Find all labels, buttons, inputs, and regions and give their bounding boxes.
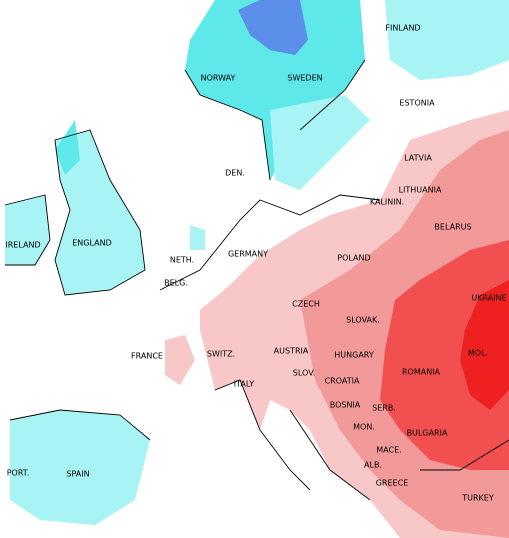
cold-area [185, 0, 365, 180]
country-label: BOSNIA [330, 401, 361, 410]
country-label: MACE. [376, 446, 401, 455]
country-label: AUSTRIA [274, 347, 309, 356]
country-label: ITALY [234, 380, 254, 389]
country-label: LATVIA [404, 154, 432, 163]
hot-area [380, 240, 509, 470]
country-label: SWEDEN [287, 74, 322, 83]
country-label: BELARUS [434, 223, 471, 232]
country-label: POLAND [337, 254, 370, 263]
country-label: DEN. [225, 169, 245, 178]
country-label: PORT. [7, 469, 30, 478]
country-label: ROMANIA [402, 368, 441, 377]
cool-area [55, 130, 145, 295]
country-label: ALB. [364, 461, 382, 470]
country-label: SERB. [372, 404, 396, 413]
country-label: GREECE [376, 479, 409, 488]
country-label: CROATIA [325, 377, 360, 386]
cool-area [270, 95, 370, 190]
cold-core [238, 0, 308, 55]
country-label: IRELAND [5, 241, 40, 250]
country-label: UKRAINE [471, 294, 506, 303]
labels: FINLAND NORWAY SWEDEN ESTONIA DEN. LATVIA LITH… [5, 24, 506, 503]
country-label: ESTONIA [399, 99, 435, 108]
country-label: LITHUANIA [399, 186, 442, 195]
country-label: SLOVAK. [346, 316, 380, 325]
warm-area [165, 335, 195, 385]
cold-area [55, 120, 80, 175]
country-label: KALININ. [370, 198, 404, 207]
country-label: MON. [353, 423, 375, 432]
country-label: SLOV. [293, 369, 315, 378]
country-label: BULGARIA [407, 429, 448, 438]
cool-area [385, 0, 509, 80]
hottest-area [460, 280, 509, 410]
cool-area [5, 195, 50, 265]
country-label: BELG. [164, 279, 188, 288]
cool-area [190, 225, 205, 250]
country-label: MOL. [468, 349, 488, 358]
country-label: ENGLAND [72, 239, 112, 248]
country-label: TURKEY [461, 494, 494, 503]
country-label: GERMANY [228, 250, 268, 259]
country-label: SWITZ. [207, 350, 235, 359]
country-label: CZECH [292, 300, 320, 309]
cool-area [10, 410, 150, 525]
country-label: SPAIN [66, 470, 89, 479]
coastline [4, 59, 509, 501]
country-label: HUNGARY [334, 351, 374, 360]
country-label: NORWAY [201, 74, 236, 83]
country-label: FINLAND [385, 24, 420, 33]
country-label: NETH. [170, 256, 194, 265]
country-label: FRANCE [131, 352, 163, 361]
